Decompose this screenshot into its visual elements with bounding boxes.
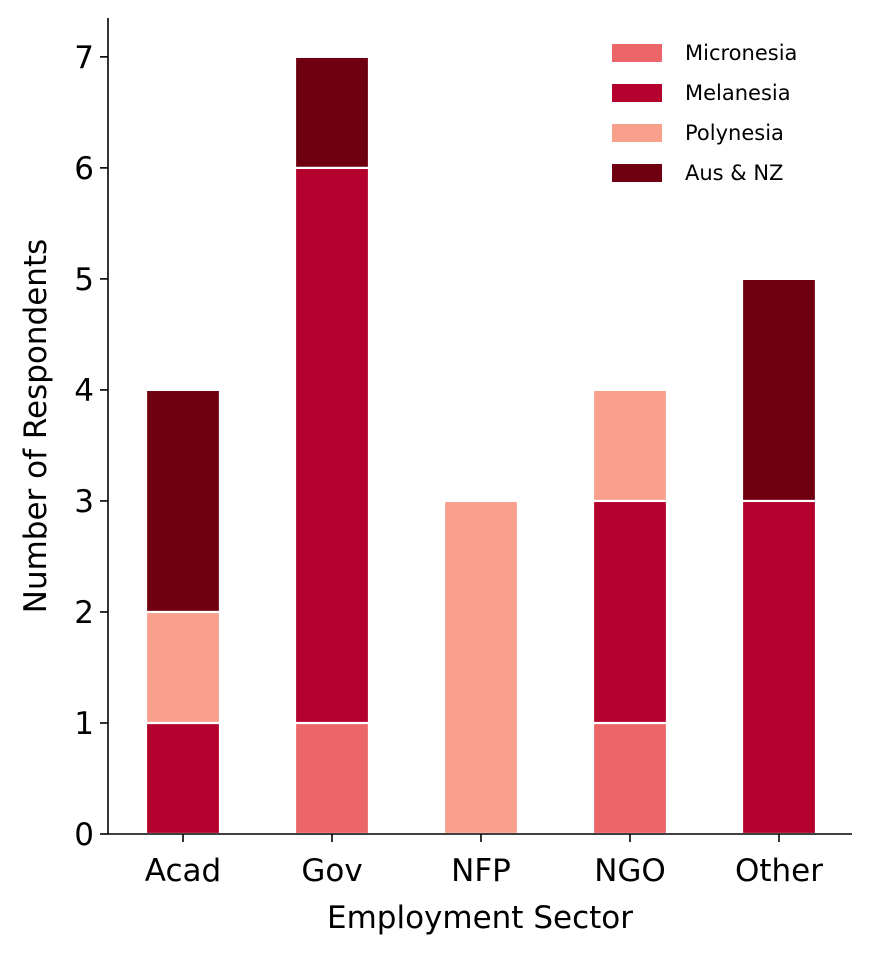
- legend-swatch-3: [612, 164, 662, 182]
- x-axis-title: Employment Sector: [327, 900, 633, 936]
- x-tick-label-gov: Gov: [301, 853, 362, 889]
- bar-gov-series-1: [293, 166, 371, 725]
- x-tick-label-other: Other: [735, 853, 823, 889]
- x-ticks-layer: Acad Gov NFP NGO Other: [145, 834, 823, 889]
- y-tick-label: 4: [74, 373, 94, 409]
- y-tick-label: 5: [74, 262, 94, 298]
- legend-label-1: Melanesia: [685, 81, 791, 105]
- axes-layer: [107, 18, 852, 835]
- y-tick-label: 1: [74, 706, 94, 742]
- legend-swatch-0: [612, 44, 662, 62]
- x-tick-label-acad: Acad: [145, 853, 221, 889]
- legend-swatch-1: [612, 84, 662, 102]
- legend-label-3: Aus & NZ: [685, 161, 783, 185]
- y-axis-title: Number of Respondents: [18, 239, 54, 613]
- bar-gov-series-0: [293, 721, 371, 836]
- y-tick-label: 2: [74, 595, 94, 631]
- bar-ngo-series-2: [591, 388, 669, 503]
- x-tick-label-ngo: NGO: [594, 853, 666, 889]
- bar-gov-series-3: [293, 55, 371, 169]
- x-tick-label-nfp: NFP: [451, 853, 511, 889]
- bar-ngo-series-1: [591, 499, 669, 725]
- bar-nfp-series-2: [442, 499, 520, 836]
- y-tick-label: 3: [74, 484, 94, 520]
- y-ticks-layer: 0 1 2 3 4 5 6 7: [74, 40, 108, 853]
- legend-label-0: Micronesia: [685, 41, 797, 65]
- y-tick-label: 6: [74, 151, 94, 187]
- bar-acad-series-1: [144, 721, 222, 836]
- bar-ngo-series-0: [591, 721, 669, 836]
- bar-acad-series-2: [144, 610, 222, 725]
- y-tick-label: 0: [74, 817, 94, 853]
- y-tick-label: 7: [74, 40, 94, 76]
- legend: Micronesia Melanesia Polynesia Aus & NZ: [612, 41, 797, 185]
- bar-other-series-1: [740, 499, 818, 836]
- legend-swatch-2: [612, 124, 662, 142]
- bar-other-series-3: [740, 277, 818, 503]
- bars-layer: [144, 55, 818, 836]
- bar-acad-series-3: [144, 388, 222, 614]
- legend-label-2: Polynesia: [685, 121, 784, 145]
